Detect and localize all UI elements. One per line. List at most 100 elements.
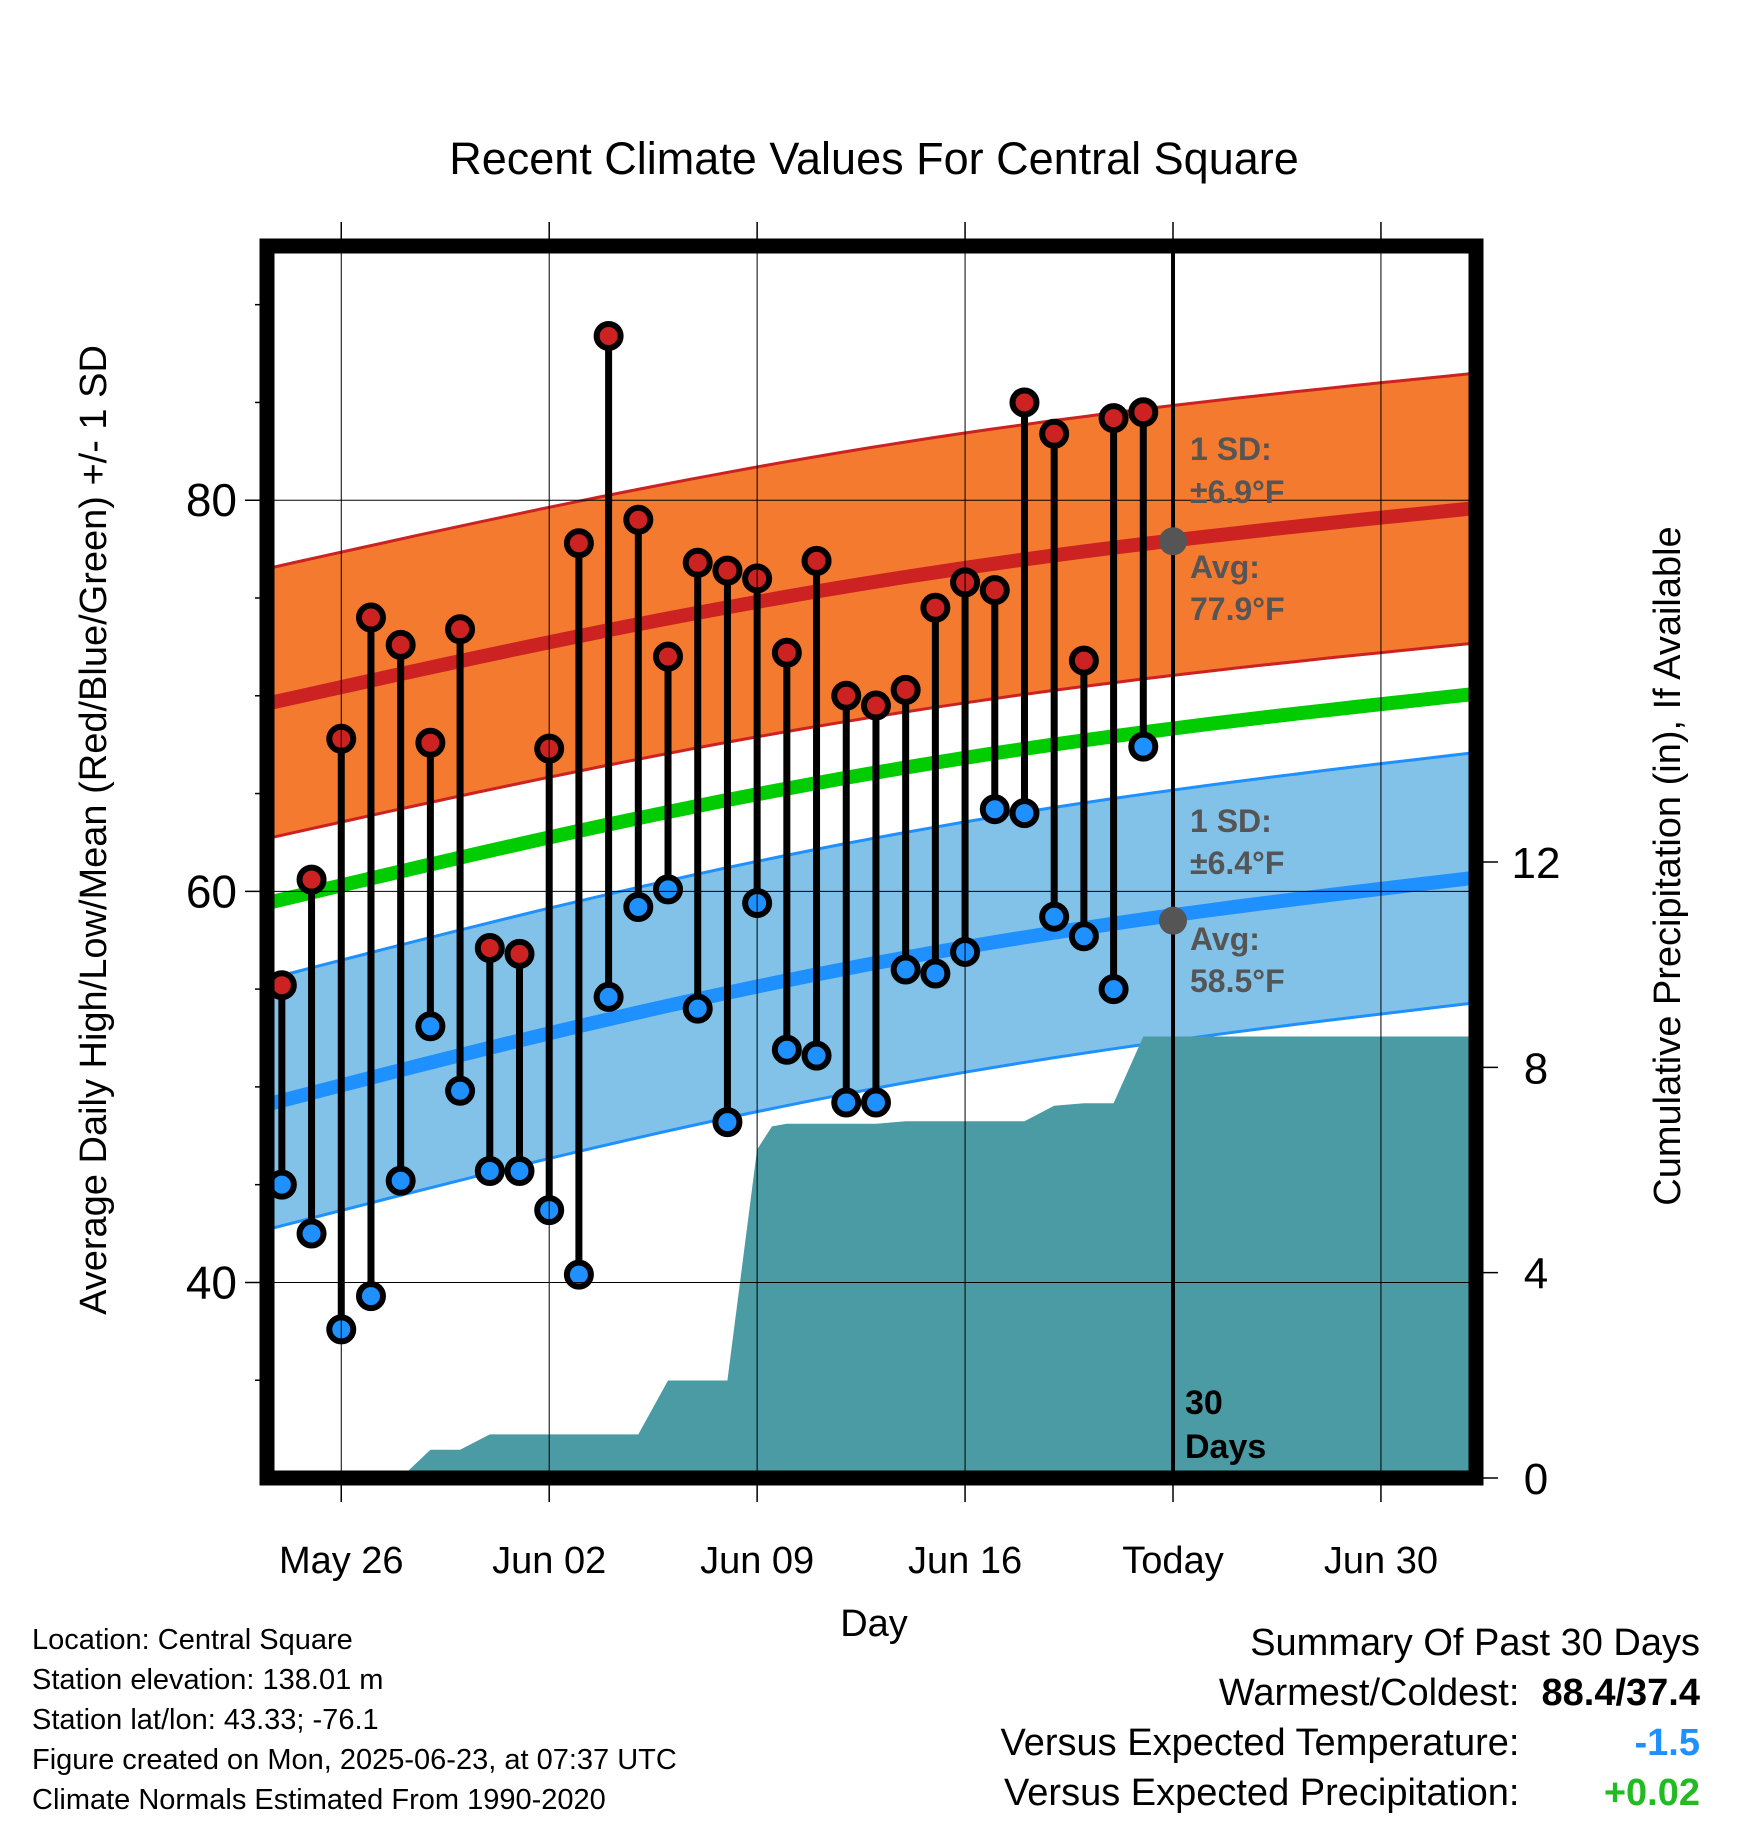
daily-high-point xyxy=(1098,403,1129,434)
daily-low-point xyxy=(1128,731,1159,762)
daily-high-point xyxy=(296,864,327,895)
daily-high-point xyxy=(415,727,446,758)
daily-high-point xyxy=(1009,387,1040,418)
summary-precip: Versus Expected Precipitation: +0.02 xyxy=(1001,1768,1700,1818)
high-sd-label: 1 SD: xyxy=(1190,431,1272,467)
daily-low-point xyxy=(682,993,713,1024)
daily-high-point xyxy=(771,637,802,668)
x-tick-label: Jun 09 xyxy=(700,1540,814,1582)
y2-tick-label: 8 xyxy=(1524,1044,1548,1093)
low-avg-label: Avg: xyxy=(1190,921,1260,957)
summary-title: Summary Of Past 30 Days xyxy=(1250,1622,1700,1664)
grid-lines xyxy=(267,246,1476,1478)
plot-area xyxy=(267,320,1476,1478)
daily-low-point xyxy=(445,1075,476,1106)
daily-low-point xyxy=(415,1011,446,1042)
daily-high-point xyxy=(445,614,476,645)
y-axis-label: Average Daily High/Low/Mean (Red/Blue/Gr… xyxy=(73,345,115,1315)
daily-low-point xyxy=(979,794,1010,825)
daily-low-point xyxy=(712,1107,743,1138)
high-avg-value: 77.9°F xyxy=(1190,591,1285,627)
daily-low-point xyxy=(474,1155,505,1186)
daily-high-point xyxy=(712,555,743,586)
latlon-text: Station lat/lon: 43.33; -76.1 xyxy=(32,1704,379,1736)
daily-high-point xyxy=(860,690,891,721)
daily-high-point xyxy=(355,602,386,633)
normals-text: Climate Normals Estimated From 1990-2020 xyxy=(32,1784,606,1816)
high-sd-upper-line xyxy=(267,371,1476,571)
y2-tick-label: 4 xyxy=(1524,1250,1548,1299)
precip-value: +0.02 xyxy=(1603,1772,1700,1814)
daily-high-point xyxy=(1039,418,1070,449)
temp-label: Versus Expected Temperature: xyxy=(1000,1722,1520,1764)
temp-value: -1.5 xyxy=(1634,1722,1700,1764)
daily-high-point xyxy=(623,504,654,535)
daily-low-point xyxy=(831,1087,862,1118)
daily-high-point xyxy=(593,320,624,351)
normal-low-line xyxy=(267,870,1476,1112)
daily-high-point xyxy=(1128,397,1159,428)
daily-high-point xyxy=(801,545,832,576)
annotations: 1 SD: ±6.9°F Avg: 77.9°F 1 SD: ±6.4°F Avg: 58.5… xyxy=(1159,431,1285,1466)
daily-low-point xyxy=(771,1034,802,1065)
daily-low-point xyxy=(563,1259,594,1290)
x-axis-label: Day xyxy=(840,1603,908,1645)
normal-high-line xyxy=(267,501,1476,711)
y-tick-label: 80 xyxy=(186,474,237,526)
daily-low-point xyxy=(1039,901,1070,932)
daily-low-point xyxy=(860,1087,891,1118)
created-text: Figure created on Mon, 2025-06-23, at 07… xyxy=(32,1744,677,1776)
x-tick-label: Jun 16 xyxy=(908,1540,1022,1582)
summary-panel: Summary Of Past 30 Days Warmest/Coldest:… xyxy=(1001,1618,1700,1818)
y-tick-label: 60 xyxy=(186,865,237,917)
summary-warm-cold: Warmest/Coldest: 88.4/37.4 xyxy=(1001,1668,1700,1718)
daily-low-point xyxy=(296,1218,327,1249)
daily-low-point xyxy=(623,891,654,922)
x-tick-label: Jun 02 xyxy=(492,1540,606,1582)
daily-high-point xyxy=(682,547,713,578)
low-avg-value: 58.5°F xyxy=(1190,963,1285,999)
daily-high-point xyxy=(890,674,921,705)
precip-label: Versus Expected Precipitation: xyxy=(1004,1772,1520,1814)
warm-cold-label: Warmest/Coldest: xyxy=(1218,1672,1520,1714)
daily-high-point xyxy=(831,680,862,711)
normal-mean-line xyxy=(267,686,1476,910)
daily-low-point xyxy=(1098,974,1129,1005)
high-sd-value: ±6.9°F xyxy=(1190,474,1284,510)
low-sd-value: ±6.4°F xyxy=(1190,845,1284,881)
daily-high-point xyxy=(563,528,594,559)
summary-temp: Versus Expected Temperature: -1.5 xyxy=(1001,1718,1700,1768)
daily-high-point xyxy=(653,641,684,672)
daily-low-point xyxy=(355,1281,386,1312)
high-avg-label: Avg: xyxy=(1190,549,1260,585)
daily-low-point xyxy=(504,1155,535,1186)
daily-high-point xyxy=(979,575,1010,606)
today-high-avg-marker xyxy=(1159,527,1188,556)
y2-tick-label: 12 xyxy=(1512,839,1561,888)
chart-title: Recent Climate Values For Central Square xyxy=(449,133,1299,184)
daily-low-point xyxy=(1009,798,1040,829)
daily-high-point xyxy=(385,629,416,660)
period-number: 30 xyxy=(1185,1384,1223,1422)
daily-high-point xyxy=(1068,645,1099,676)
period-unit: Days xyxy=(1185,1428,1266,1466)
daily-high-point xyxy=(474,933,505,964)
axes: 40 60 80 0 4 8 12 May 26 Jun 02 Jun 09 Jun 16 Today… xyxy=(186,222,1561,1582)
daily-low-point xyxy=(801,1040,832,1071)
daily-low-point xyxy=(890,954,921,985)
low-sd-upper-line xyxy=(267,751,1476,981)
x-tick-label: Jun 30 xyxy=(1324,1540,1438,1582)
station-info: Location: Central Square Station elevati… xyxy=(32,1620,677,1820)
daily-low-point xyxy=(385,1165,416,1196)
daily-high-point xyxy=(920,592,951,623)
daily-low-point xyxy=(1068,921,1099,952)
x-tick-label: May 26 xyxy=(279,1540,404,1582)
y-tick-label: 40 xyxy=(186,1256,237,1308)
y2-tick-label: 0 xyxy=(1524,1455,1548,1504)
daily-low-point xyxy=(653,874,684,905)
y2-axis-label: Cumulative Precipitation (in), If Availa… xyxy=(1647,526,1689,1205)
elevation-text: Station elevation: 138.01 m xyxy=(32,1664,384,1696)
daily-low-point xyxy=(920,958,951,989)
x-tick-label: Today xyxy=(1122,1540,1223,1582)
